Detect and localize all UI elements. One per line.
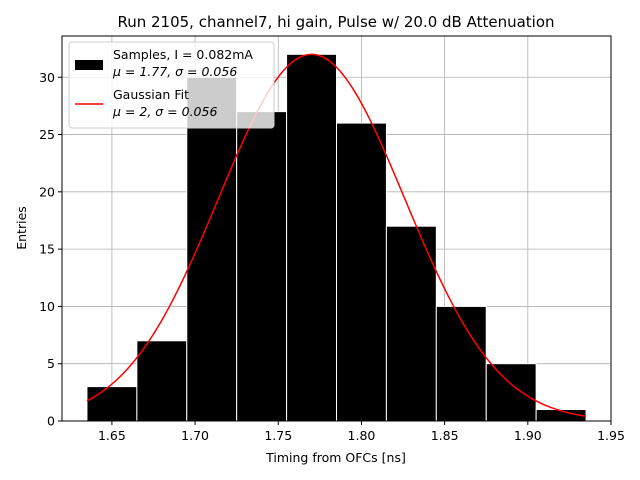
y-tick-label-4: 20 [39, 184, 55, 199]
x-tick-label-1: 1.70 [181, 428, 209, 443]
histogram-bar-4 [286, 53, 338, 422]
y-tick-label-3: 15 [39, 242, 55, 257]
histogram-bar-2 [186, 76, 238, 422]
plot-frame [61, 35, 612, 422]
legend-fit-stats: μ = 2, σ = 0.056 [112, 104, 217, 119]
legend: Samples, I = 0.082mA μ = 1.77, σ = 0.056… [68, 41, 275, 129]
y-tick-label-1: 5 [47, 356, 55, 371]
histogram-bar-8 [485, 363, 537, 422]
histogram-bar-3 [236, 111, 288, 422]
x-tick-label-4: 1.85 [431, 428, 459, 443]
x-tick-label-3: 1.80 [348, 428, 376, 443]
histogram-bar-7 [435, 305, 487, 422]
y-axis-label: Entries [14, 206, 29, 250]
x-tick-label-6: 1.95 [597, 428, 625, 443]
y-tick-label-2: 10 [39, 299, 55, 314]
histogram-bar-0 [86, 386, 138, 422]
y-tick-label-0: 0 [47, 414, 55, 429]
x-tick-label-5: 1.90 [514, 428, 542, 443]
x-axis-label: Timing from OFCs [ns] [265, 450, 406, 465]
histogram-bar-6 [385, 225, 437, 422]
gaussian-fit-line [86, 53, 587, 417]
x-axis-ticks: 1.65 1.70 1.75 1.80 1.85 1.90 1.95 [98, 421, 625, 443]
y-tick-label-5: 25 [39, 127, 55, 142]
x-tick-label-0: 1.65 [98, 428, 126, 443]
histogram-bars [86, 53, 587, 422]
y-axis-ticks: 0 5 10 15 20 25 30 [39, 70, 62, 429]
y-tick-label-6: 30 [39, 70, 55, 85]
legend-samples-stats: μ = 1.77, σ = 0.056 [112, 64, 237, 79]
legend-samples-swatch [75, 60, 103, 70]
histogram-bar-1 [136, 340, 188, 422]
histogram-bar-5 [336, 122, 387, 422]
legend-box [68, 41, 275, 129]
legend-fit-label: Gaussian Fit [113, 87, 189, 102]
legend-samples-label: Samples, I = 0.082mA [113, 47, 253, 62]
x-tick-label-2: 1.75 [264, 428, 292, 443]
chart-title: Run 2105, channel7, hi gain, Pulse w/ 20… [117, 13, 554, 31]
